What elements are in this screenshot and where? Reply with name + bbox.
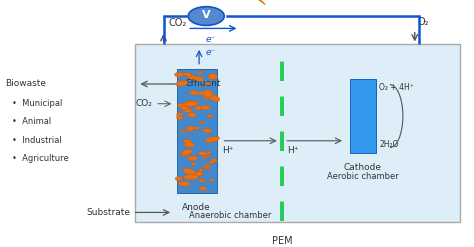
Ellipse shape [203, 164, 211, 169]
Ellipse shape [180, 130, 186, 133]
Ellipse shape [188, 113, 196, 118]
Ellipse shape [182, 108, 192, 113]
Text: Anaerobic chamber: Anaerobic chamber [189, 211, 271, 220]
Bar [176, 69, 217, 193]
Ellipse shape [182, 149, 192, 154]
Text: e⁻: e⁻ [206, 35, 216, 43]
Text: O₂: O₂ [417, 17, 428, 27]
Text: CO₂: CO₂ [136, 99, 153, 108]
Ellipse shape [183, 139, 192, 144]
Bar [350, 79, 376, 153]
Text: PEM: PEM [272, 236, 292, 246]
Ellipse shape [208, 93, 213, 97]
Ellipse shape [194, 106, 203, 110]
Ellipse shape [194, 76, 203, 82]
Ellipse shape [176, 81, 188, 86]
Ellipse shape [205, 82, 211, 85]
Polygon shape [251, 0, 265, 5]
Text: Aerobic chamber: Aerobic chamber [327, 172, 399, 181]
Text: Biowaste: Biowaste [5, 79, 46, 88]
Ellipse shape [203, 97, 208, 100]
Ellipse shape [205, 136, 219, 143]
Text: Effluent: Effluent [185, 80, 220, 88]
Ellipse shape [207, 115, 213, 118]
Ellipse shape [191, 163, 196, 165]
Text: Cathode: Cathode [344, 163, 382, 172]
Ellipse shape [202, 156, 208, 158]
Ellipse shape [208, 74, 218, 80]
Ellipse shape [198, 172, 204, 176]
Circle shape [188, 7, 224, 25]
Ellipse shape [200, 187, 207, 191]
Ellipse shape [181, 106, 189, 110]
Text: V: V [202, 10, 210, 20]
Ellipse shape [208, 94, 220, 102]
Ellipse shape [176, 116, 183, 120]
Ellipse shape [190, 91, 199, 95]
Text: CO₂: CO₂ [168, 19, 187, 28]
Ellipse shape [176, 113, 183, 116]
Ellipse shape [181, 152, 190, 156]
Ellipse shape [209, 161, 214, 164]
Ellipse shape [178, 181, 191, 186]
Ellipse shape [207, 151, 211, 154]
Text: H⁺: H⁺ [287, 146, 298, 155]
Text: 2H₂O: 2H₂O [379, 140, 399, 149]
Ellipse shape [201, 105, 210, 109]
Ellipse shape [203, 90, 212, 98]
Text: O₂ + 4H⁺: O₂ + 4H⁺ [379, 83, 414, 92]
Text: •  Industrial: • Industrial [12, 136, 62, 145]
Ellipse shape [175, 177, 182, 181]
Text: H⁺: H⁺ [222, 146, 234, 155]
Ellipse shape [187, 75, 197, 80]
Ellipse shape [184, 142, 194, 147]
Ellipse shape [182, 168, 195, 175]
Ellipse shape [210, 159, 218, 162]
FancyBboxPatch shape [135, 44, 460, 222]
Ellipse shape [200, 122, 205, 124]
Ellipse shape [210, 179, 215, 181]
Ellipse shape [206, 153, 210, 156]
Ellipse shape [184, 102, 199, 106]
Ellipse shape [194, 172, 202, 176]
Text: Anode: Anode [182, 203, 211, 211]
Ellipse shape [204, 166, 210, 168]
Ellipse shape [183, 175, 199, 180]
Ellipse shape [198, 91, 207, 95]
Ellipse shape [199, 168, 203, 172]
Ellipse shape [177, 103, 189, 108]
Ellipse shape [187, 156, 198, 161]
Ellipse shape [199, 179, 205, 182]
Text: •  Municipal: • Municipal [12, 99, 62, 108]
Text: •  Agriculture: • Agriculture [12, 154, 69, 163]
Text: Substrate: Substrate [86, 208, 130, 217]
Ellipse shape [186, 126, 194, 131]
Ellipse shape [183, 72, 191, 77]
Ellipse shape [193, 127, 200, 130]
Text: •  Animal: • Animal [12, 117, 51, 126]
Ellipse shape [203, 129, 212, 133]
Ellipse shape [198, 151, 207, 155]
Text: e⁻: e⁻ [205, 48, 216, 57]
Ellipse shape [174, 72, 184, 77]
Ellipse shape [198, 71, 204, 74]
Ellipse shape [186, 100, 194, 107]
